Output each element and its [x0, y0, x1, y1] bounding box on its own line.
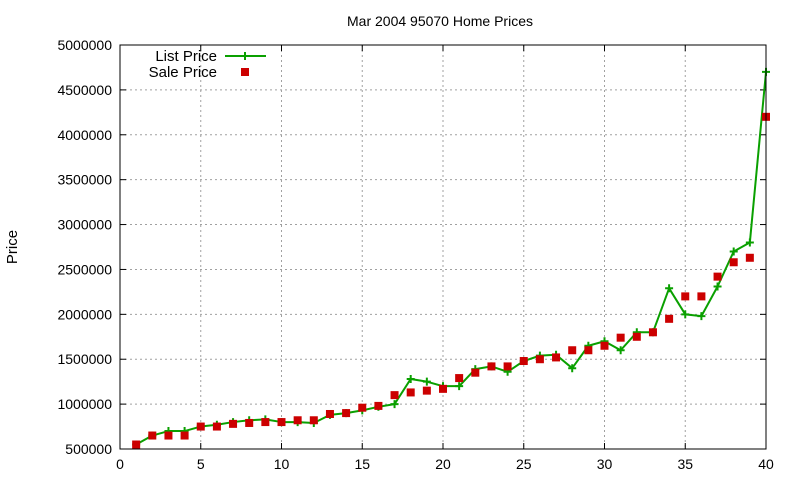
list-price-point — [681, 310, 690, 319]
sale-price-point — [164, 431, 173, 440]
x-tick-label: 0 — [116, 456, 124, 472]
sale-price-point — [342, 409, 351, 418]
sale-price-point — [697, 292, 706, 301]
grid-layer — [120, 45, 766, 449]
sale-price-point — [616, 333, 625, 342]
sale-price-point — [390, 391, 399, 400]
sale-price-point — [632, 332, 641, 341]
legend-plus-marker — [241, 52, 249, 60]
series-layer — [132, 67, 770, 449]
sale-price-point — [584, 346, 593, 355]
sale-price-point — [648, 328, 657, 337]
x-tick-label: 25 — [516, 456, 532, 472]
list-price-point — [729, 247, 738, 256]
y-tick-label: 2000000 — [57, 306, 112, 322]
sale-price-point — [277, 418, 286, 427]
sale-price-point — [229, 419, 238, 428]
sale-price-point — [471, 368, 480, 377]
list-price-point — [422, 377, 431, 386]
y-tick-label: 1500000 — [57, 351, 112, 367]
sale-price-point — [293, 416, 302, 425]
sale-price-point — [487, 362, 496, 371]
legend-square-marker — [241, 68, 249, 76]
list-price-point — [568, 364, 577, 373]
list-price-point — [697, 312, 706, 321]
list-price-point — [390, 400, 399, 409]
y-tick-label: 5000000 — [57, 37, 112, 53]
sale-price-point — [148, 431, 157, 440]
chart-title: Mar 2004 95070 Home Prices — [347, 13, 533, 29]
y-tick-label: 2500000 — [57, 261, 112, 277]
y-tick-label: 3000000 — [57, 217, 112, 233]
x-tick-label: 10 — [274, 456, 290, 472]
list-price-point — [745, 238, 754, 247]
sale-price-point — [325, 409, 334, 418]
y-tick-label: 500000 — [65, 441, 112, 457]
sale-price-point — [455, 374, 464, 383]
sale-price-point — [132, 440, 141, 449]
list-price-point — [713, 282, 722, 291]
sale-price-point — [745, 253, 754, 262]
list-price-point — [455, 382, 464, 391]
sale-price-point — [245, 418, 254, 427]
y-tick-label: 4000000 — [57, 127, 112, 143]
sale-price-point — [358, 403, 367, 412]
sale-price-point — [535, 355, 544, 364]
sale-price-point — [309, 416, 318, 425]
sale-price-point — [729, 258, 738, 267]
list-price-point — [406, 374, 415, 383]
sale-price-point — [503, 362, 512, 371]
y-axis-title: Price — [4, 230, 21, 264]
ticks-layer: 500000 1000000 1500000 2000000 2500000 300000… — [57, 37, 774, 472]
x-tick-label: 5 — [197, 456, 205, 472]
sale-price-point — [519, 357, 528, 366]
plot-frame — [119, 44, 767, 450]
sale-price-point — [665, 314, 674, 323]
legend-label: Sale Price — [149, 64, 217, 81]
sale-price-point — [568, 346, 577, 355]
legend-label: List Price — [155, 48, 217, 65]
sale-price-point — [196, 422, 205, 431]
x-tick-label: 20 — [435, 456, 451, 472]
y-tick-label: 3500000 — [57, 172, 112, 188]
sale-price-point — [552, 353, 561, 362]
y-tick-label: 4500000 — [57, 82, 112, 98]
sale-price-point — [439, 384, 447, 393]
x-tick-label: 40 — [758, 456, 774, 472]
list-price-point — [616, 346, 625, 355]
x-tick-label: 35 — [677, 456, 693, 472]
sale-price-point — [422, 386, 431, 395]
sale-price-point — [261, 418, 270, 427]
x-tick-label: 30 — [597, 456, 613, 472]
sale-price-point — [374, 401, 383, 410]
sale-price-point — [600, 341, 609, 350]
list-price-point — [665, 284, 674, 293]
y-tick-label: 1000000 — [57, 396, 112, 412]
x-tick-label: 15 — [354, 456, 370, 472]
sale-price-point — [406, 388, 415, 397]
sale-price-point — [180, 431, 189, 440]
sale-price-point — [713, 272, 722, 281]
sale-price-point — [212, 422, 221, 431]
list-price-line — [135, 71, 767, 446]
sale-price-point — [681, 292, 690, 301]
